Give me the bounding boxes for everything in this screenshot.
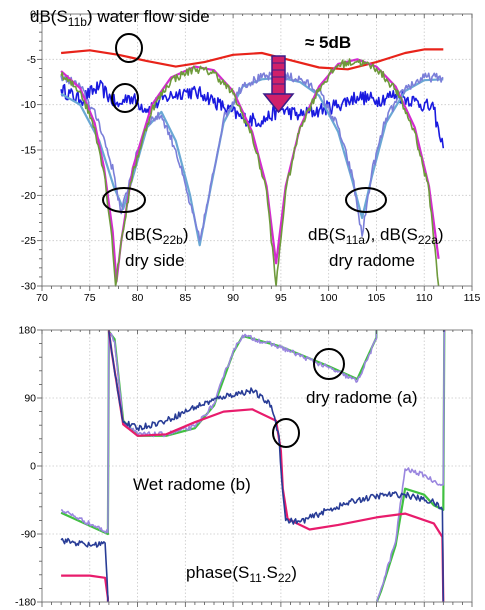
series-line-4 xyxy=(60,71,444,242)
y-tick-label: -10 xyxy=(21,99,36,111)
series-line-1 xyxy=(60,48,444,71)
phase-ticks: 180 90 0 -90 -180 xyxy=(15,325,473,609)
dry-radome-label: dry radome xyxy=(329,251,415,270)
y-tick-label: -15 xyxy=(21,145,36,157)
x-tick-label: 95 xyxy=(275,292,287,304)
x-tick-label: 115 xyxy=(464,292,481,304)
y-tick-label: 180 xyxy=(18,325,36,337)
series-line-2 xyxy=(60,79,445,149)
x-tick-label: 105 xyxy=(368,292,386,304)
phase-chart: 180 90 0 -90 -180 dry radome (a) Wet radome … xyxy=(15,325,473,609)
x-tick-label: 110 xyxy=(416,292,433,304)
phase-series xyxy=(60,330,446,603)
y-tick-label: -90 xyxy=(21,529,36,541)
dry-radome-a-label: dry radome (a) xyxy=(306,388,417,407)
y-tick-label: 0 xyxy=(30,461,36,473)
y-tick-label: -5 xyxy=(27,54,36,66)
phase-label: phase(S11.S22) xyxy=(186,563,297,585)
wet-radome-b-label: Wet radome (b) xyxy=(133,475,251,494)
delta-arrow xyxy=(262,55,295,114)
phase-annotations: dry radome (a) Wet radome (b) phase(S11.… xyxy=(133,348,417,585)
series-line-2 xyxy=(60,330,446,602)
s11b-label: dB(S11b) water flow side xyxy=(30,7,210,29)
x-tick-label: 80 xyxy=(132,292,144,304)
circle-wet-b xyxy=(272,418,300,448)
series-line-5 xyxy=(60,58,440,283)
delta-5db-label: ≈ 5dB xyxy=(305,33,351,52)
y-tick-label: -20 xyxy=(21,190,36,202)
dry-side-label: dry side xyxy=(125,251,185,270)
y-tick-label: 0 xyxy=(30,9,36,21)
y-tick-label: -180 xyxy=(15,597,36,609)
y-tick-label: 90 xyxy=(24,393,36,405)
x-tick-label: 90 xyxy=(227,292,239,304)
x-tick-label: 85 xyxy=(179,292,191,304)
x-tick-label: 70 xyxy=(36,292,48,304)
circle-s11b-min xyxy=(111,83,139,113)
y-tick-label: -30 xyxy=(21,281,36,293)
s11a-s22a-label: dB(S11a), dB(S22a) xyxy=(308,225,444,247)
magnitude-series xyxy=(60,48,445,287)
circle-dry-a xyxy=(313,348,345,380)
circle-s11a xyxy=(345,187,387,213)
y-tick-label: -25 xyxy=(21,235,36,247)
x-tick-label: 75 xyxy=(84,292,96,304)
magnitude-annotations: dB(S11b) water flow side ≈ 5dB dB(S22b) … xyxy=(30,7,444,270)
series-line-3 xyxy=(60,76,444,247)
s22b-label: dB(S22b) xyxy=(125,225,189,247)
circle-s22b xyxy=(102,187,146,213)
circle-s11b-top xyxy=(115,33,143,63)
x-tick-label: 100 xyxy=(320,292,338,304)
series-line-6 xyxy=(60,58,440,287)
